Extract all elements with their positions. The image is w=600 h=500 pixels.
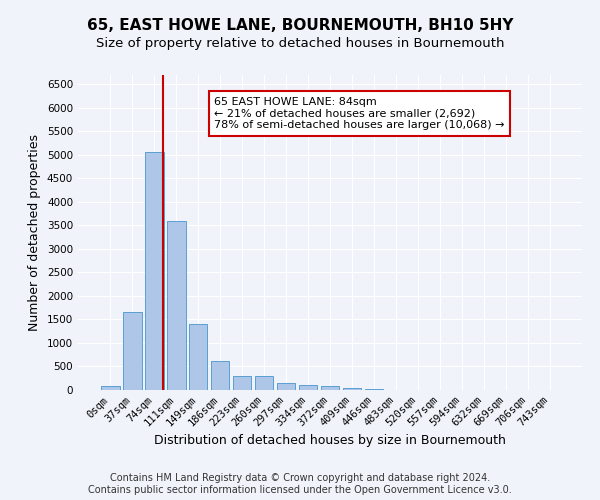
Y-axis label: Number of detached properties: Number of detached properties <box>28 134 41 331</box>
Bar <box>255 376 274 390</box>
Bar <box>211 362 229 390</box>
Bar <box>277 383 295 390</box>
Bar <box>123 312 142 390</box>
Text: 65, EAST HOWE LANE, BOURNEMOUTH, BH10 5HY: 65, EAST HOWE LANE, BOURNEMOUTH, BH10 5H… <box>87 18 513 32</box>
Bar <box>167 220 185 390</box>
Bar <box>189 324 208 390</box>
Bar <box>145 152 164 390</box>
Bar <box>233 376 251 390</box>
Bar <box>299 385 317 390</box>
Text: Size of property relative to detached houses in Bournemouth: Size of property relative to detached ho… <box>96 38 504 51</box>
Bar <box>101 386 119 390</box>
Text: 65 EAST HOWE LANE: 84sqm
← 21% of detached houses are smaller (2,692)
78% of sem: 65 EAST HOWE LANE: 84sqm ← 21% of detach… <box>214 97 505 130</box>
Bar <box>365 388 383 390</box>
Text: Contains HM Land Registry data © Crown copyright and database right 2024.
Contai: Contains HM Land Registry data © Crown c… <box>88 474 512 495</box>
Bar <box>343 388 361 390</box>
X-axis label: Distribution of detached houses by size in Bournemouth: Distribution of detached houses by size … <box>154 434 506 447</box>
Bar <box>320 386 340 390</box>
